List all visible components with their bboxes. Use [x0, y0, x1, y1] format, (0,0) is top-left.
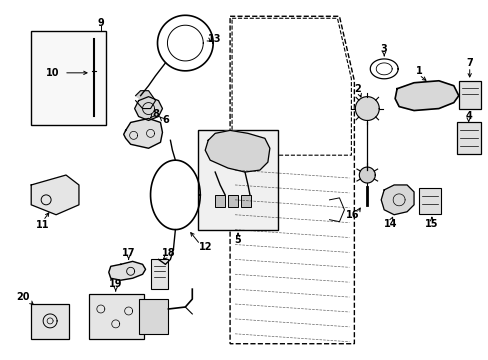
- Text: 19: 19: [109, 279, 122, 289]
- Bar: [227, 195, 238, 207]
- Text: 15: 15: [424, 219, 438, 229]
- Bar: [458, 81, 480, 109]
- Text: 14: 14: [384, 219, 397, 229]
- Text: 9: 9: [97, 18, 104, 28]
- Polygon shape: [123, 118, 162, 148]
- Text: 20: 20: [17, 292, 30, 302]
- Bar: [89, 294, 143, 339]
- Polygon shape: [381, 185, 413, 215]
- Polygon shape: [134, 96, 162, 121]
- Polygon shape: [135, 91, 155, 109]
- Polygon shape: [108, 261, 145, 280]
- Text: 2: 2: [353, 84, 360, 94]
- Bar: [241, 195, 250, 207]
- Bar: [456, 122, 480, 154]
- Text: 6: 6: [162, 116, 168, 126]
- Text: 16: 16: [345, 210, 358, 220]
- Bar: [138, 299, 168, 334]
- Bar: [31, 31, 105, 125]
- Polygon shape: [355, 96, 379, 121]
- Text: 8: 8: [152, 108, 159, 118]
- Text: 18: 18: [162, 248, 175, 258]
- Polygon shape: [359, 167, 374, 183]
- Text: 11: 11: [36, 220, 50, 230]
- Bar: [150, 260, 168, 289]
- Bar: [215, 195, 224, 207]
- Text: 3: 3: [380, 44, 387, 54]
- Text: 17: 17: [122, 248, 135, 258]
- Bar: [31, 304, 69, 339]
- Text: 1: 1: [415, 66, 422, 76]
- Bar: [418, 188, 440, 214]
- Polygon shape: [205, 130, 269, 172]
- Text: 10: 10: [46, 68, 60, 78]
- Polygon shape: [394, 81, 458, 111]
- Bar: [198, 130, 277, 230]
- Text: 5: 5: [234, 234, 241, 244]
- Text: 13: 13: [208, 34, 222, 44]
- Text: 7: 7: [466, 58, 472, 68]
- Text: 12: 12: [198, 243, 211, 252]
- Polygon shape: [31, 175, 79, 215]
- Text: 4: 4: [465, 111, 471, 121]
